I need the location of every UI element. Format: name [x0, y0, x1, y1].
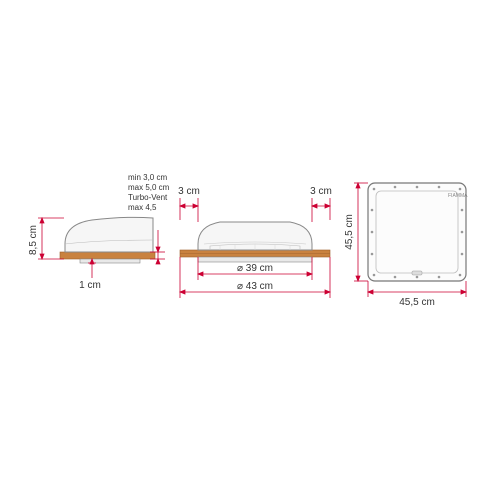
spec-max45: max 4,5 [128, 203, 157, 212]
dim-plan-height: 45,5 cm [344, 214, 355, 250]
brand-label: FIAMMA [448, 193, 468, 199]
spec-min: min 3,0 cm [128, 173, 167, 182]
dim-plan-width: 45,5 cm [399, 297, 435, 308]
plan-view: FIAMMA 45,5 cm 45,5 cm [344, 183, 468, 308]
dim-below-1cm: 1 cm [79, 280, 101, 291]
dim-inner-39: ⌀ 39 cm [237, 263, 273, 274]
spec-turbo: Turbo-Vent [128, 193, 168, 202]
dim-height-85: 8,5 cm [28, 225, 39, 255]
technical-drawing: 8,5 cm 1 cm min 3,0 cm max 5,0 cm Turbo-… [0, 0, 500, 500]
spec-max: max 5,0 cm [128, 183, 170, 192]
dim-margin-left: 3 cm [178, 186, 200, 197]
front-elevation-view: 3 cm 3 cm ⌀ 39 cm ⌀ 43 cm [178, 186, 332, 298]
dim-outer-43: ⌀ 43 cm [237, 281, 273, 292]
side-profile-view: 8,5 cm 1 cm min 3,0 cm max 5,0 cm Turbo-… [28, 173, 170, 291]
dim-margin-right: 3 cm [310, 186, 332, 197]
